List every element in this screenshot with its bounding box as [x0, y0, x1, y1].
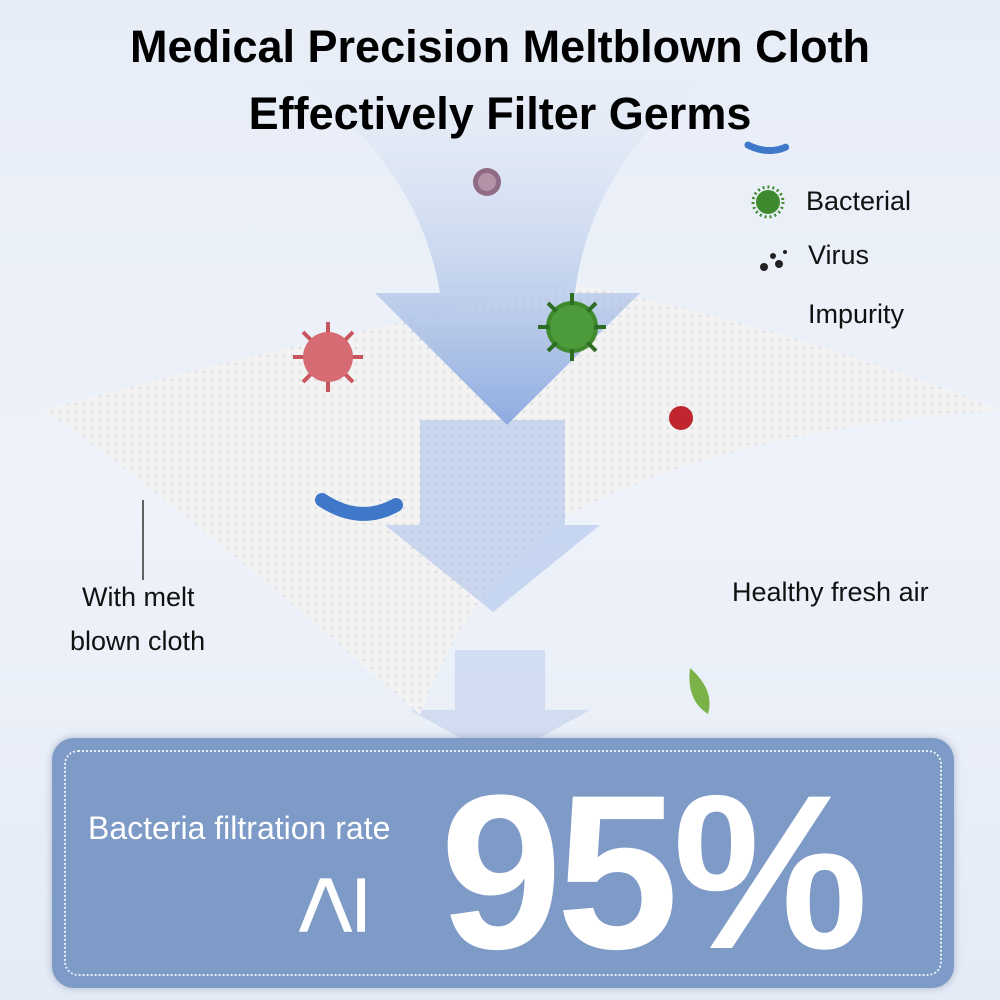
cloth-label-line2: blown cloth — [70, 626, 206, 656]
fresh-air-label: Healthy fresh air — [732, 577, 929, 607]
cloth-label-line1: With melt — [82, 582, 195, 612]
bacillus-small-icon — [744, 141, 790, 154]
legend-bacteria-icon — [751, 185, 785, 219]
airflow-arrow-lower — [410, 650, 590, 760]
virus-red-icon — [293, 322, 363, 392]
legend-virus: Virus — [808, 240, 870, 270]
headline-line1: Medical Precision Meltblown Cloth — [129, 21, 871, 72]
greater-equal-symbol: ≥ — [266, 874, 390, 936]
filtration-rate-label: Bacteria filtration rate — [88, 810, 391, 846]
airflow-arrow-middle — [385, 420, 600, 612]
headline-line2: Effectively Filter Germs — [248, 88, 752, 139]
legend-virus-dots-icon — [760, 250, 787, 271]
legend-impurity: Impurity — [808, 299, 905, 329]
bacteria-icon — [538, 293, 606, 361]
airflow-arrow-top — [300, 80, 700, 425]
bacillus-icon — [315, 493, 403, 521]
filtration-rate-value: 95% — [440, 749, 868, 995]
filtration-rate-panel — [52, 738, 954, 988]
impurity-red-icon — [669, 406, 693, 430]
legend-bacterial: Bacterial — [806, 186, 912, 216]
virus-purple-icon — [473, 168, 501, 196]
leaf-icon — [689, 668, 710, 714]
